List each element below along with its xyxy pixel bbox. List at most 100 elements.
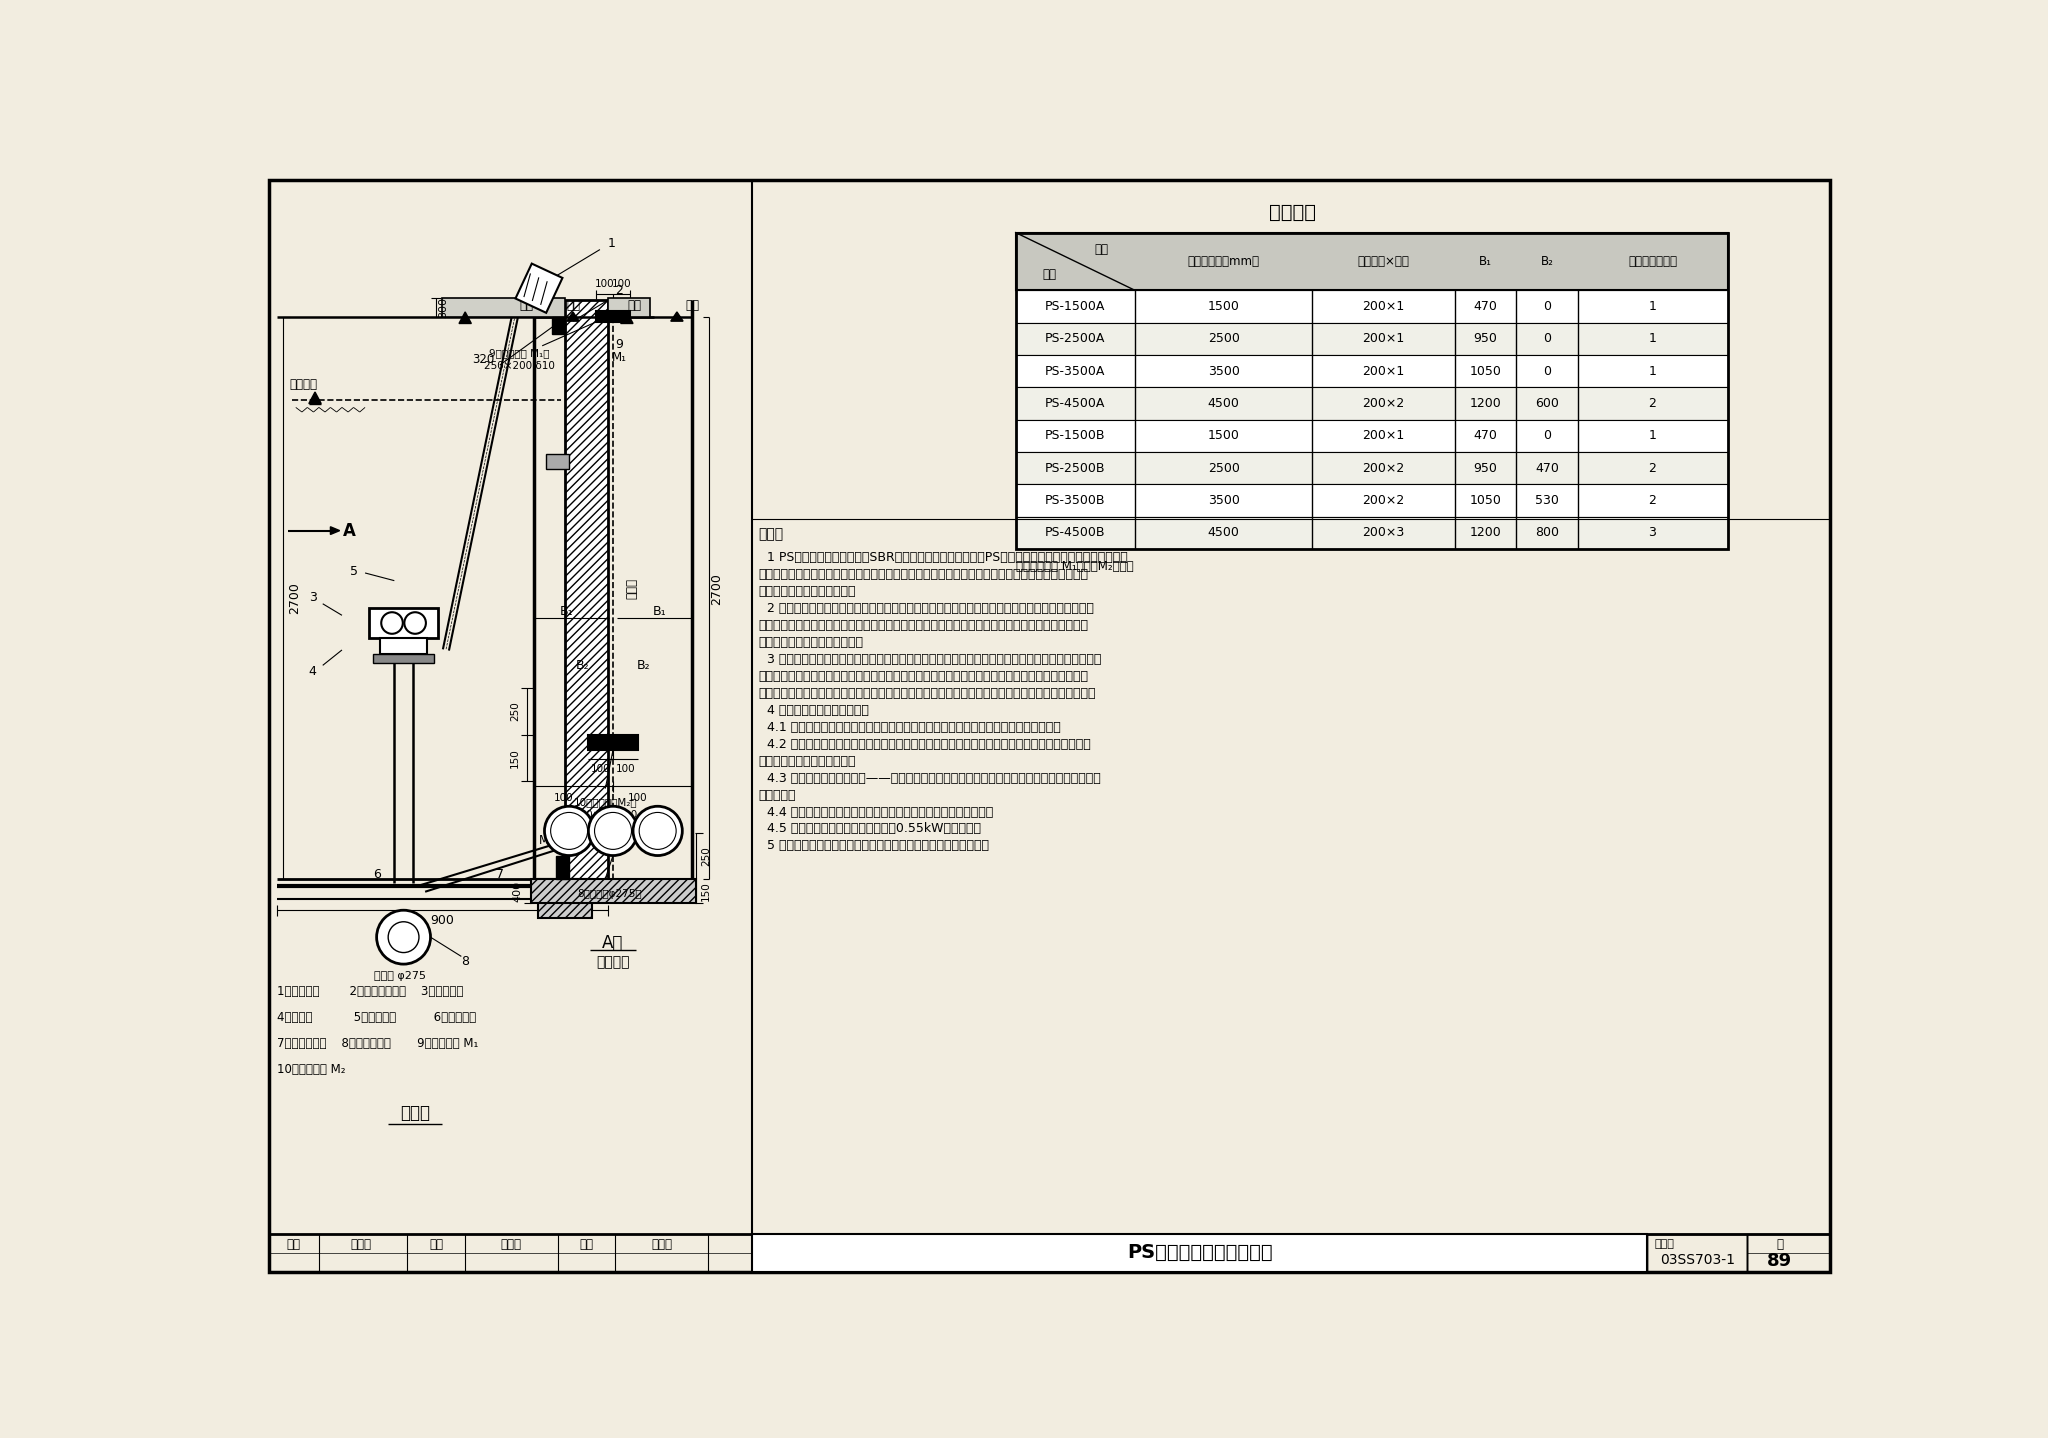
Text: 200×2: 200×2 bbox=[1362, 495, 1405, 508]
Text: 5 本图根据北京四达创杰环境工程有限公司提供的技术资料编制。: 5 本图根据北京四达创杰环境工程有限公司提供的技术资料编制。 bbox=[758, 840, 989, 853]
Bar bbox=[752, 1234, 1647, 1273]
Text: 0: 0 bbox=[1542, 332, 1550, 345]
Text: B₁: B₁ bbox=[653, 605, 666, 618]
Text: 2700: 2700 bbox=[289, 582, 301, 614]
Text: 100: 100 bbox=[616, 764, 635, 774]
Text: 2: 2 bbox=[614, 283, 623, 296]
Bar bbox=[1016, 387, 1729, 420]
Text: 2: 2 bbox=[1649, 495, 1657, 508]
Text: 600: 600 bbox=[1536, 397, 1559, 410]
Text: 令，输入控制器；打开自控开关，控制装置即可自动控制滗水器电动推杆的动作，实现排水自动化。: 令，输入控制器；打开自控开关，控制装置即可自动控制滗水器电动推杆的动作，实现排水… bbox=[758, 670, 1090, 683]
Text: 1: 1 bbox=[1649, 301, 1657, 313]
Text: 钢套管 φ275: 钢套管 φ275 bbox=[373, 971, 426, 981]
Text: PS-4500A: PS-4500A bbox=[1044, 397, 1106, 410]
Text: 王冠军: 王冠军 bbox=[350, 1238, 373, 1251]
Text: 1200: 1200 bbox=[1470, 397, 1501, 410]
Circle shape bbox=[389, 922, 420, 952]
Text: 参数: 参数 bbox=[1094, 243, 1108, 256]
Text: 审核: 审核 bbox=[287, 1238, 301, 1251]
Text: 400×20 δ10: 400×20 δ10 bbox=[573, 810, 637, 820]
Text: 0: 0 bbox=[1542, 365, 1550, 378]
Text: 4: 4 bbox=[309, 664, 317, 679]
Bar bbox=[1016, 233, 1729, 549]
Text: 200×2: 200×2 bbox=[1362, 397, 1405, 410]
Text: 950: 950 bbox=[1473, 462, 1497, 475]
Text: 池顶: 池顶 bbox=[565, 299, 580, 312]
Text: 800: 800 bbox=[1536, 526, 1559, 539]
Circle shape bbox=[594, 812, 631, 850]
Text: 470: 470 bbox=[1536, 462, 1559, 475]
Text: 4500: 4500 bbox=[1208, 397, 1239, 410]
Bar bbox=[553, 318, 565, 334]
Text: PS-4500B: PS-4500B bbox=[1044, 526, 1106, 539]
Text: 1、电动推杆        2、电动推杆支座    3、挡渣浮筒: 1、电动推杆 2、电动推杆支座 3、挡渣浮筒 bbox=[276, 985, 463, 998]
Text: 1200: 1200 bbox=[1470, 526, 1501, 539]
Text: 设计: 设计 bbox=[580, 1238, 594, 1251]
Text: 1 PS型系列可编程滗水机是SBR及其改进工艺的关键设备。PS型滗水机由滗水器和集中控制柜组成，: 1 PS型系列可编程滗水机是SBR及其改进工艺的关键设备。PS型滗水机由滗水器和… bbox=[758, 551, 1126, 564]
Text: 2 滗水器由滗水槽和电动推杆组成。电动推杆在集中控制柜设定的程序下运动，带动滗水槽在池中: 2 滗水器由滗水槽和电动推杆组成。电动推杆在集中控制柜设定的程序下运动，带动滗水… bbox=[758, 603, 1094, 615]
Text: 320: 320 bbox=[471, 354, 494, 367]
Bar bbox=[608, 298, 649, 318]
Bar bbox=[1647, 1234, 1747, 1273]
Text: 图集号: 图集号 bbox=[1655, 1240, 1675, 1250]
Text: B₂: B₂ bbox=[1540, 255, 1554, 267]
Text: 2700: 2700 bbox=[711, 574, 723, 605]
Text: 1500: 1500 bbox=[1208, 301, 1239, 313]
Circle shape bbox=[403, 613, 426, 634]
Text: 150: 150 bbox=[510, 748, 520, 768]
Text: 1: 1 bbox=[1649, 332, 1657, 345]
Text: 300: 300 bbox=[438, 296, 449, 318]
Text: 池顶: 池顶 bbox=[686, 299, 698, 312]
Text: 10、预埋钢板 M₂: 10、预埋钢板 M₂ bbox=[276, 1064, 344, 1077]
Text: 池顶: 池顶 bbox=[520, 299, 535, 312]
Text: PS-1500B: PS-1500B bbox=[1044, 430, 1106, 443]
Text: 4 滗水机具有以下主要特点：: 4 滗水机具有以下主要特点： bbox=[758, 703, 868, 718]
Text: 4.3 运行可靠。对关键部位——电动推杆设计有继电保护、行程开关保护、机械过位保护等多项: 4.3 运行可靠。对关键部位——电动推杆设计有继电保护、行程开关保护、机械过位保… bbox=[758, 772, 1100, 785]
Text: 200×1: 200×1 bbox=[1362, 301, 1405, 313]
Polygon shape bbox=[672, 312, 684, 321]
Text: 4、滗水槽           5、排水支管          6、排水总管: 4、滗水槽 5、排水支管 6、排水总管 bbox=[276, 1011, 475, 1024]
Circle shape bbox=[588, 807, 637, 856]
Text: PS-1500A: PS-1500A bbox=[1044, 301, 1106, 313]
Bar bbox=[369, 608, 438, 638]
Text: 470: 470 bbox=[1473, 301, 1497, 313]
Text: 150: 150 bbox=[700, 881, 711, 900]
Polygon shape bbox=[567, 312, 580, 321]
Text: 100: 100 bbox=[592, 764, 610, 774]
Bar bbox=[1747, 1234, 1831, 1273]
Text: 8（钢套管φ275）: 8（钢套管φ275） bbox=[578, 889, 641, 899]
Text: 200×2: 200×2 bbox=[1362, 462, 1405, 475]
Text: 200×1: 200×1 bbox=[1362, 332, 1405, 345]
Text: 1: 1 bbox=[1649, 430, 1657, 443]
Text: 03SS703-1: 03SS703-1 bbox=[1659, 1252, 1735, 1267]
Text: 9: 9 bbox=[614, 338, 623, 351]
Text: 校对: 校对 bbox=[430, 1238, 444, 1251]
Text: 1: 1 bbox=[1649, 365, 1657, 378]
Text: 也可置于室外靠靠滗水器处。: 也可置于室外靠靠滗水器处。 bbox=[758, 585, 856, 598]
Text: 刘少杯: 刘少杯 bbox=[651, 1238, 672, 1251]
Text: 100: 100 bbox=[629, 792, 647, 802]
Text: A: A bbox=[344, 522, 356, 539]
Text: 6: 6 bbox=[373, 867, 381, 880]
Text: 3500: 3500 bbox=[1208, 365, 1239, 378]
Text: 200×3: 200×3 bbox=[1362, 526, 1405, 539]
Text: 950: 950 bbox=[1473, 332, 1497, 345]
Text: M₁: M₁ bbox=[612, 351, 627, 364]
Bar bbox=[588, 735, 637, 751]
Polygon shape bbox=[459, 312, 471, 324]
Text: 250: 250 bbox=[510, 702, 520, 722]
Text: 内池壁: 内池壁 bbox=[627, 578, 639, 598]
Text: 说明：: 说明： bbox=[758, 528, 784, 542]
Text: 3: 3 bbox=[309, 591, 317, 604]
Text: PS-2500A: PS-2500A bbox=[1044, 332, 1106, 345]
Text: A视: A视 bbox=[602, 933, 625, 952]
Text: PS-3500A: PS-3500A bbox=[1044, 365, 1106, 378]
Text: 250: 250 bbox=[700, 847, 711, 866]
Text: 保护措施。: 保护措施。 bbox=[758, 788, 797, 801]
Text: M₂: M₂ bbox=[539, 834, 553, 847]
Text: 预埋件图: 预埋件图 bbox=[596, 955, 631, 969]
Text: 预埋钢套管数量: 预埋钢套管数量 bbox=[1628, 255, 1677, 267]
Text: 100: 100 bbox=[553, 792, 573, 802]
Circle shape bbox=[545, 807, 594, 856]
Circle shape bbox=[639, 812, 676, 850]
